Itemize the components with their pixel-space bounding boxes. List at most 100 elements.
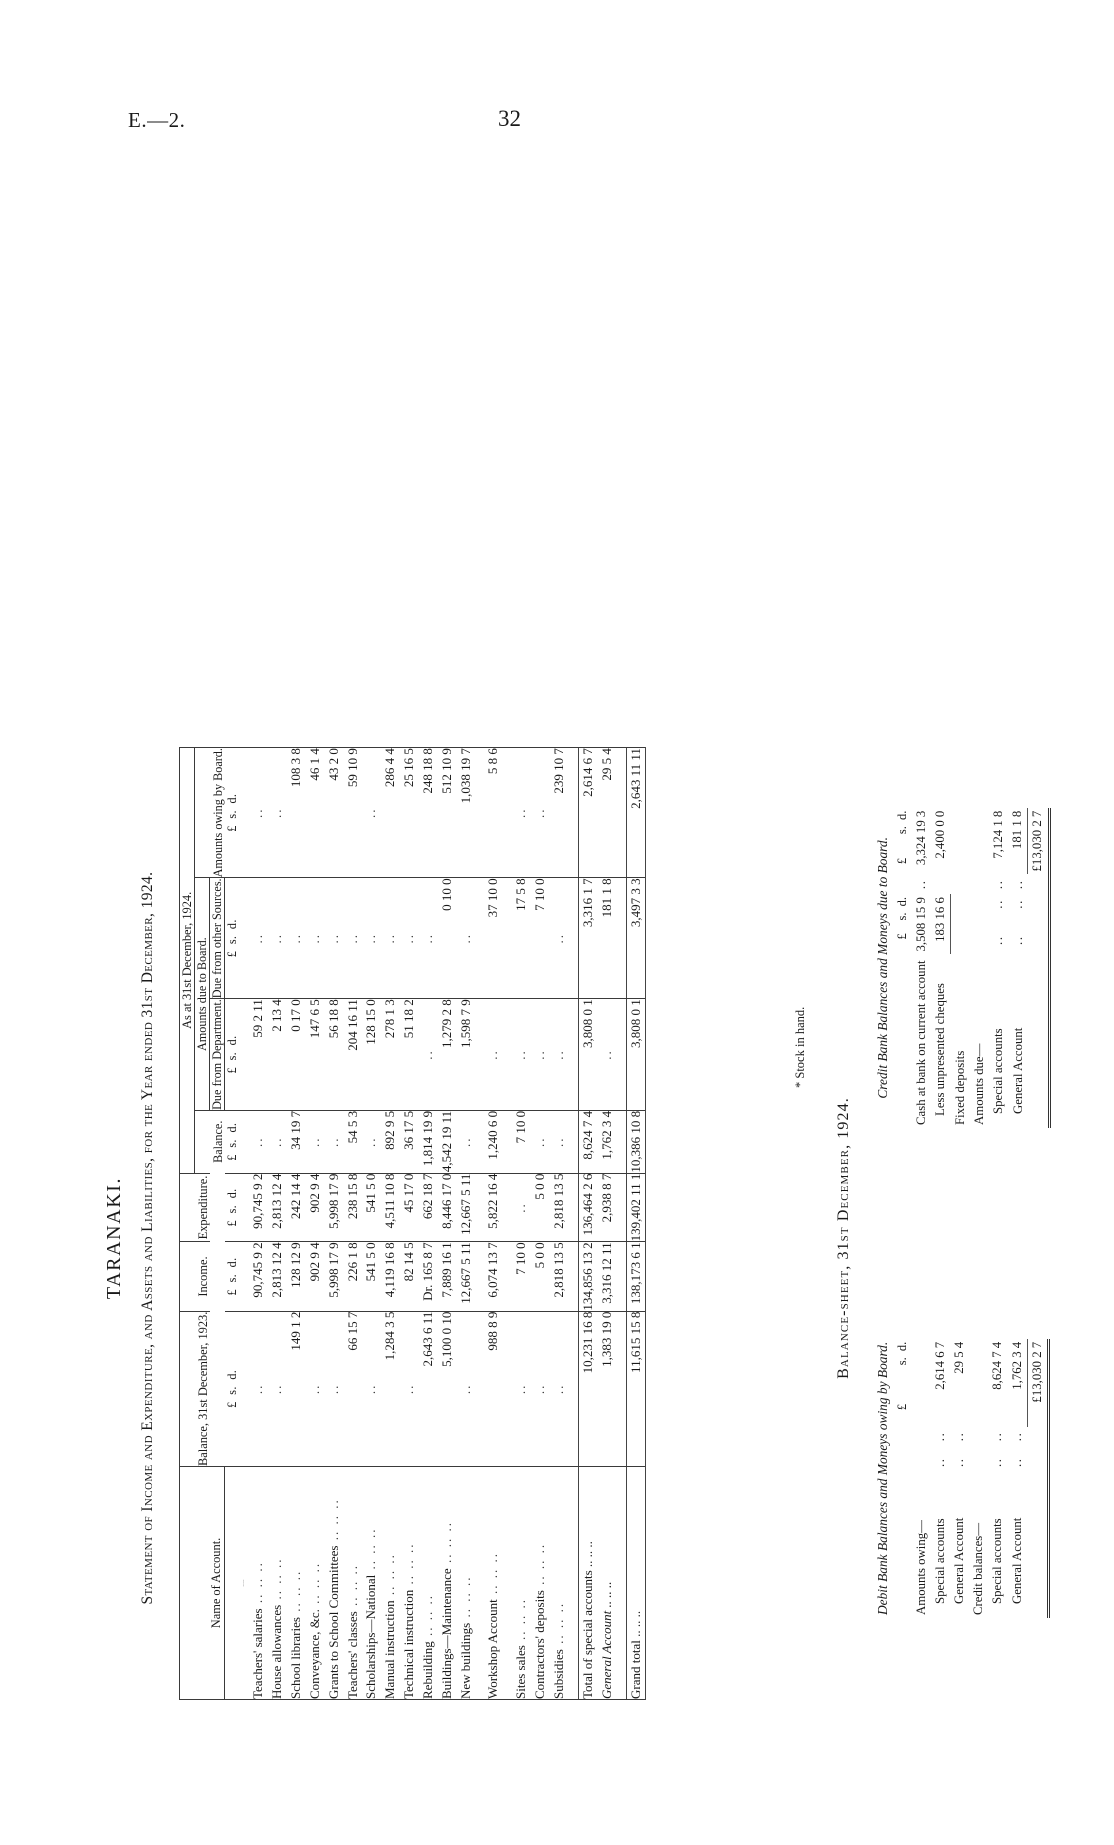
spacer-cell — [240, 998, 250, 1110]
credit-unit1-sd: s. d. — [893, 894, 912, 930]
amount-cell: .. — [549, 1109, 569, 1173]
leader-dots: .. — [990, 1431, 1005, 1441]
units-income: £ s. d. — [224, 1241, 241, 1311]
spacer-cell — [240, 1241, 250, 1311]
amount-cell: 1,240 6 0 — [484, 1109, 504, 1173]
amount-cell: 128 12 9 — [287, 1241, 306, 1311]
credit-due-special-label: Special accounts — [990, 1027, 1005, 1114]
amount-cell: .. — [305, 1109, 325, 1173]
amount-cell: 3,497 3 3 — [626, 877, 646, 999]
spacer — [969, 1338, 988, 1400]
general-account-row: General Account .. .. .. 1,383 19 0 3,316 … — [597, 747, 617, 1699]
credit-heading: Credit Bank Balances and Moneys due to B… — [875, 836, 890, 1099]
amount-cell: 6,074 13 7 — [484, 1241, 504, 1311]
debit-item-label: Special accounts — [932, 1517, 947, 1604]
amount-cell: .. — [400, 877, 419, 999]
amount-cell: 37 10 0 — [484, 877, 504, 999]
unit-pound: £ — [225, 950, 240, 957]
spacer — [912, 1338, 931, 1400]
spacer — [1027, 1477, 1049, 1618]
debit-unit-d: d. — [895, 1341, 910, 1351]
debit-item-value: 8,624 7 4 — [990, 1341, 1005, 1390]
spacer-cell — [503, 998, 513, 1110]
amount-cell: 2,813 12 4 — [268, 1172, 288, 1242]
leader-dots: .. .. .. — [250, 1560, 266, 1608]
credit-due-general-value: 181 1 8 — [1008, 807, 1028, 874]
header-units-row: £ s. d. £ s. d. £ s. d. £ s. d. £ s. d. … — [224, 747, 241, 1699]
general-account-row-label: General Account .. .. .. — [597, 1466, 617, 1699]
debit-item-row: General Account .. .. 1,762 3 4 — [1007, 1338, 1028, 1617]
document-number: E.—2. — [128, 108, 186, 132]
credit-row: General Account .. .. .. 181 1 8 — [1008, 807, 1028, 1127]
spacer — [931, 874, 951, 894]
unit-pound: £ — [225, 1400, 240, 1408]
amount-cell: 134,856 13 2 — [578, 1241, 598, 1311]
amount-cell: 2,938 8 7 — [597, 1172, 617, 1242]
spacer — [1027, 929, 1050, 954]
account-name-cell: Teachers' classes .. .. .. — [343, 1466, 363, 1699]
leader-dots: .. .. .. — [306, 1561, 322, 1609]
spacer-cell — [503, 1172, 513, 1242]
table-row: Subsidies .. .. .... 2,818 13 5 2,818 13 5… — [549, 747, 569, 1699]
amount-cell: 17 5 8 — [512, 877, 532, 999]
account-name-cell: Grants to School Committees .. .. .. — [324, 1466, 344, 1699]
spacer-cell — [475, 1109, 485, 1173]
spacer — [951, 874, 970, 894]
spacer — [1027, 1040, 1050, 1128]
amount-cell: 286 4 4 — [381, 747, 401, 878]
spacer-cell — [616, 1310, 627, 1466]
unit-s: s. — [225, 1385, 240, 1395]
page-header: E.—2. 32 — [0, 106, 1114, 142]
amount-cell: 7 10 0 — [531, 877, 550, 999]
account-name: School libraries — [288, 1616, 304, 1699]
amount-cell: 0 17 0 — [287, 998, 306, 1110]
account-name: Subsidies — [550, 1648, 566, 1699]
page-number: 32 — [498, 106, 521, 131]
amount-cell: Dr. 165 8 7 — [418, 1241, 438, 1311]
unit-d: d. — [225, 1369, 240, 1380]
account-name-cell: Scholarships—National .. .. .. — [362, 1466, 382, 1699]
spacer-cell — [503, 877, 513, 999]
account-name: Contractors' deposits — [532, 1589, 548, 1699]
amount-cell: 36 17 5 — [400, 1109, 419, 1173]
account-name: House allowances — [269, 1604, 285, 1699]
header-balance: Balance. — [194, 1109, 225, 1173]
amount-cell: .. — [249, 747, 269, 878]
amount-cell: 59 10 9 — [343, 747, 363, 878]
unit-pound: £ — [225, 1153, 240, 1161]
spacer-cell — [616, 747, 627, 878]
account-name: Buildings—Maintenance — [438, 1567, 454, 1699]
account-name: Conveyance, &c. — [306, 1608, 322, 1699]
amount-cell: 2,818 13 5 — [549, 1172, 569, 1242]
header-expenditure: Expenditure. — [179, 1172, 210, 1242]
table-row: Buildings—Maintenance .. .. .. 5,100 0 10… — [437, 747, 457, 1699]
credit-table: Credit Bank Balances and Moneys due to B… — [873, 807, 1051, 1128]
debit-group-label-0: Amounts owing— — [913, 1519, 928, 1615]
amount-cell: 7 10 0 — [512, 1109, 532, 1173]
amount-cell: 46 1 4 — [305, 747, 325, 878]
amount-cell: .. — [324, 877, 344, 999]
amount-cell: 4,511 10 8 — [381, 1172, 401, 1242]
amount-cell: 34 19 7 — [287, 1109, 306, 1173]
amount-cell: 238 15 8 — [343, 1172, 363, 1242]
account-name-cell: New buildings .. .. .. — [456, 1466, 476, 1699]
amount-cell: 181 1 8 — [597, 877, 617, 999]
amount-cell: 2,643 11 11 — [626, 747, 646, 878]
credit-fixed-deposits-label: Fixed deposits — [952, 1050, 967, 1125]
amount-cell: 139,402 11 1 — [626, 1172, 646, 1242]
spacer — [893, 1478, 912, 1618]
amount-cell: 2,643 6 11 — [418, 1310, 438, 1466]
debit-heading: Debit Bank Balances and Moneys owing by … — [875, 1341, 890, 1615]
spacer-cell — [503, 1241, 513, 1311]
spacer-cell — [475, 747, 485, 878]
credit-row: Special accounts .. .. .. 7,124 1 8 — [989, 807, 1008, 1127]
debit-item-value: 1,762 3 4 — [1007, 1338, 1028, 1427]
unit-d: d. — [225, 1188, 240, 1198]
amount-cell: .. — [531, 1109, 550, 1173]
header-name-of-account: Name of Account. — [179, 1466, 225, 1699]
unit-pound: £ — [225, 1219, 240, 1226]
spacer-cell — [616, 1466, 627, 1699]
leader-dots: .. — [990, 1456, 1005, 1467]
amount-cell: 25 16 5 — [400, 747, 419, 878]
